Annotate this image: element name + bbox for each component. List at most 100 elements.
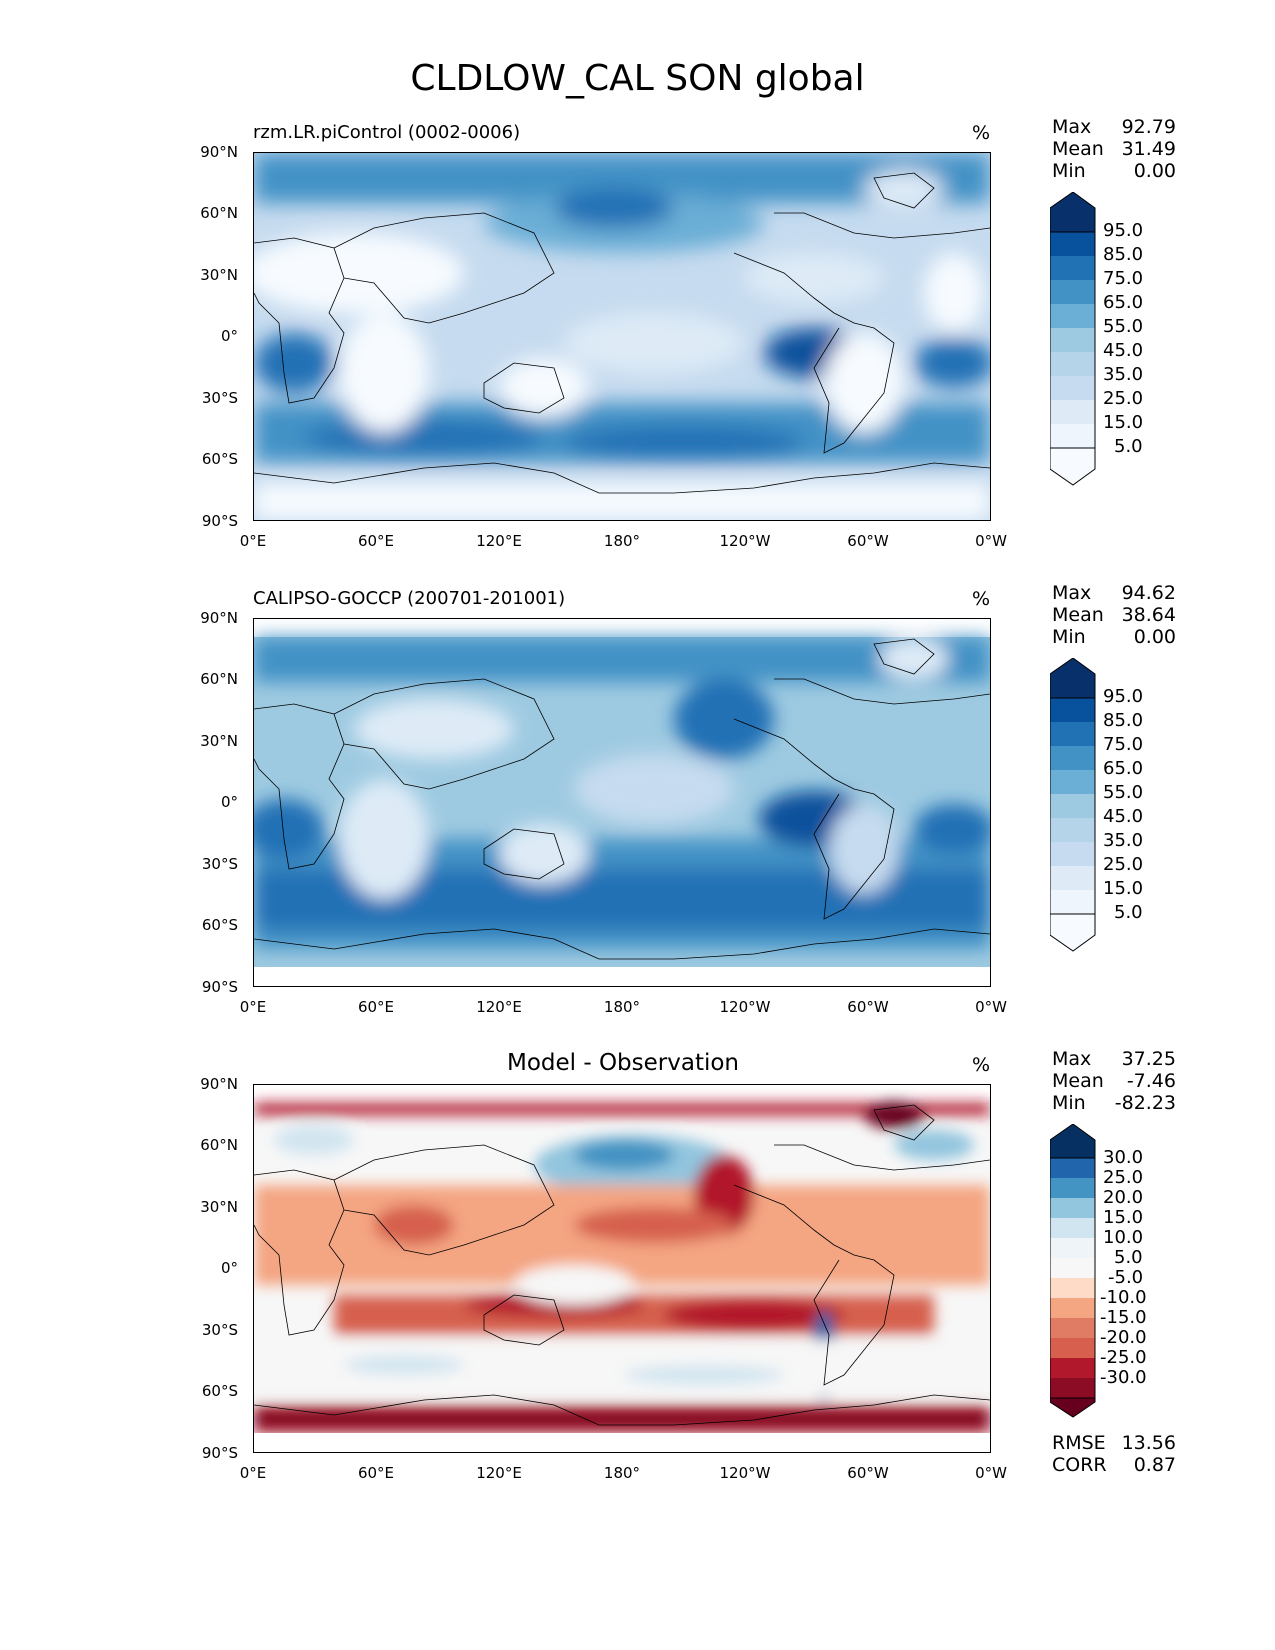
stat-mean-label: Mean	[1052, 1070, 1104, 1092]
ytick-30n: 30°N	[200, 732, 238, 750]
stat-min-label: Min	[1052, 1092, 1086, 1114]
cb-tick: 45.0	[1103, 806, 1144, 827]
ytick-90n: 90°N	[200, 1075, 238, 1093]
xtick-180: 180°	[603, 1464, 641, 1482]
cb-tick: 65.0	[1103, 292, 1144, 313]
stat-mean-label: Mean	[1052, 138, 1104, 160]
cb-tick: 25.0	[1103, 1167, 1144, 1188]
panel-2-colorbar-labels: 95.0 85.0 75.0 65.0 55.0 45.0 35.0 25.0 …	[1103, 688, 1143, 928]
cb-tick: 15.0	[1103, 1207, 1144, 1228]
panel-2-map	[253, 618, 991, 987]
ytick-60s: 60°S	[201, 916, 238, 934]
xtick-120w: 120°W	[719, 998, 771, 1016]
ytick-0: 0°	[220, 327, 238, 345]
ytick-30s: 30°S	[201, 855, 238, 873]
cb-tick: -5.0	[1108, 1267, 1144, 1288]
panel-3-extra-stats: RMSE CORR	[1052, 1432, 1107, 1476]
panel-3-stats: Max Mean Min	[1052, 1048, 1104, 1114]
cb-tick: 55.0	[1103, 316, 1144, 337]
stat-mean-value: 38.64	[1121, 604, 1176, 626]
cb-tick: 75.0	[1103, 734, 1144, 755]
xtick-0e: 0°E	[239, 532, 267, 550]
stat-mean-label: Mean	[1052, 604, 1104, 626]
coastlines	[254, 1104, 990, 1426]
panel-3-stat-values: 37.25 -7.46 -82.23	[1096, 1048, 1176, 1114]
xtick-60e: 60°E	[357, 1464, 395, 1482]
xtick-0w: 0°W	[975, 532, 1007, 550]
xtick-120e: 120°E	[476, 532, 522, 550]
cb-tick: 95.0	[1103, 686, 1144, 707]
panel-2-title: CALIPSO-GOCCP (200701-201001)	[253, 588, 566, 609]
colorbar-blues	[1050, 192, 1096, 486]
ytick-90s: 90°S	[201, 1444, 238, 1462]
rmse-label: RMSE	[1052, 1432, 1106, 1454]
cb-tick: 30.0	[1103, 1147, 1144, 1168]
ytick-90s: 90°S	[201, 512, 238, 530]
panel-3-colorbar-labels: 30.0 25.0 20.0 15.0 10.0 5.0 -5.0 -10.0 …	[1100, 1149, 1147, 1389]
xtick-60e: 60°E	[357, 998, 395, 1016]
panel-2-stats: Max Mean Min	[1052, 582, 1104, 648]
panel-1-stats: Max Mean Min	[1052, 116, 1104, 182]
stat-min-label: Min	[1052, 160, 1086, 182]
ytick-90n: 90°N	[200, 609, 238, 627]
stat-min-value: -82.23	[1114, 1092, 1176, 1114]
cb-tick: 35.0	[1103, 364, 1144, 385]
panel-1-stat-values: 92.79 31.49 0.00	[1096, 116, 1176, 182]
ytick-60n: 60°N	[200, 204, 238, 222]
panel-1-colorbar	[1050, 192, 1096, 486]
coastlines	[254, 638, 990, 960]
cb-tick: 55.0	[1103, 782, 1144, 803]
ytick-60s: 60°S	[201, 450, 238, 468]
stat-max-value: 37.25	[1121, 1048, 1176, 1070]
panel-3-map	[253, 1084, 991, 1453]
stat-mean-value: 31.49	[1121, 138, 1176, 160]
cb-tick: -15.0	[1100, 1307, 1147, 1328]
xtick-60w: 60°W	[847, 1464, 889, 1482]
stat-mean-value: -7.46	[1126, 1070, 1176, 1092]
panel-2-map-field	[254, 619, 990, 986]
corr-label: CORR	[1052, 1454, 1107, 1476]
ytick-30n: 30°N	[200, 266, 238, 284]
panel-2-stat-values: 94.62 38.64 0.00	[1096, 582, 1176, 648]
ytick-30s: 30°S	[201, 1321, 238, 1339]
cb-tick: 25.0	[1103, 388, 1144, 409]
rmse-value: 13.56	[1121, 1432, 1176, 1454]
xtick-0e: 0°E	[239, 998, 267, 1016]
xtick-120e: 120°E	[476, 998, 522, 1016]
cb-tick: 75.0	[1103, 268, 1144, 289]
xtick-60e: 60°E	[357, 532, 395, 550]
stat-max-value: 92.79	[1121, 116, 1176, 138]
colorbar-blues	[1050, 658, 1096, 952]
stat-max-value: 94.62	[1121, 582, 1176, 604]
panel-1-units: %	[972, 122, 991, 144]
ytick-30n: 30°N	[200, 1198, 238, 1216]
panel-3-extra-values: 13.56 0.87	[1096, 1432, 1176, 1476]
cb-tick: 95.0	[1103, 220, 1144, 241]
panel-1-map-field	[254, 153, 990, 520]
xtick-60w: 60°W	[847, 998, 889, 1016]
cb-tick: -20.0	[1100, 1327, 1147, 1348]
cb-tick: 45.0	[1103, 340, 1144, 361]
ytick-0: 0°	[220, 1259, 238, 1277]
colorbar-diverging	[1050, 1124, 1096, 1418]
cb-tick: 5.0	[1114, 436, 1143, 457]
xtick-120w: 120°W	[719, 1464, 771, 1482]
panel-1-title: rzm.LR.piControl (0002-0006)	[253, 122, 521, 143]
stat-min-value: 0.00	[1133, 160, 1176, 182]
stat-max-label: Max	[1052, 1048, 1092, 1070]
ytick-90n: 90°N	[200, 143, 238, 161]
cb-tick: -10.0	[1100, 1287, 1147, 1308]
cb-tick: 35.0	[1103, 830, 1144, 851]
stat-min-value: 0.00	[1133, 626, 1176, 648]
ytick-30s: 30°S	[201, 389, 238, 407]
stat-min-label: Min	[1052, 626, 1086, 648]
cb-tick: 5.0	[1114, 902, 1143, 923]
figure-title: CLDLOW_CAL SON global	[410, 58, 865, 99]
ytick-90s: 90°S	[201, 978, 238, 996]
panel-1-map	[253, 152, 991, 521]
cb-tick: 20.0	[1103, 1187, 1144, 1208]
cb-tick: 15.0	[1103, 878, 1144, 899]
cb-tick: 5.0	[1114, 1247, 1143, 1268]
xtick-0w: 0°W	[975, 1464, 1007, 1482]
ytick-60n: 60°N	[200, 1136, 238, 1154]
